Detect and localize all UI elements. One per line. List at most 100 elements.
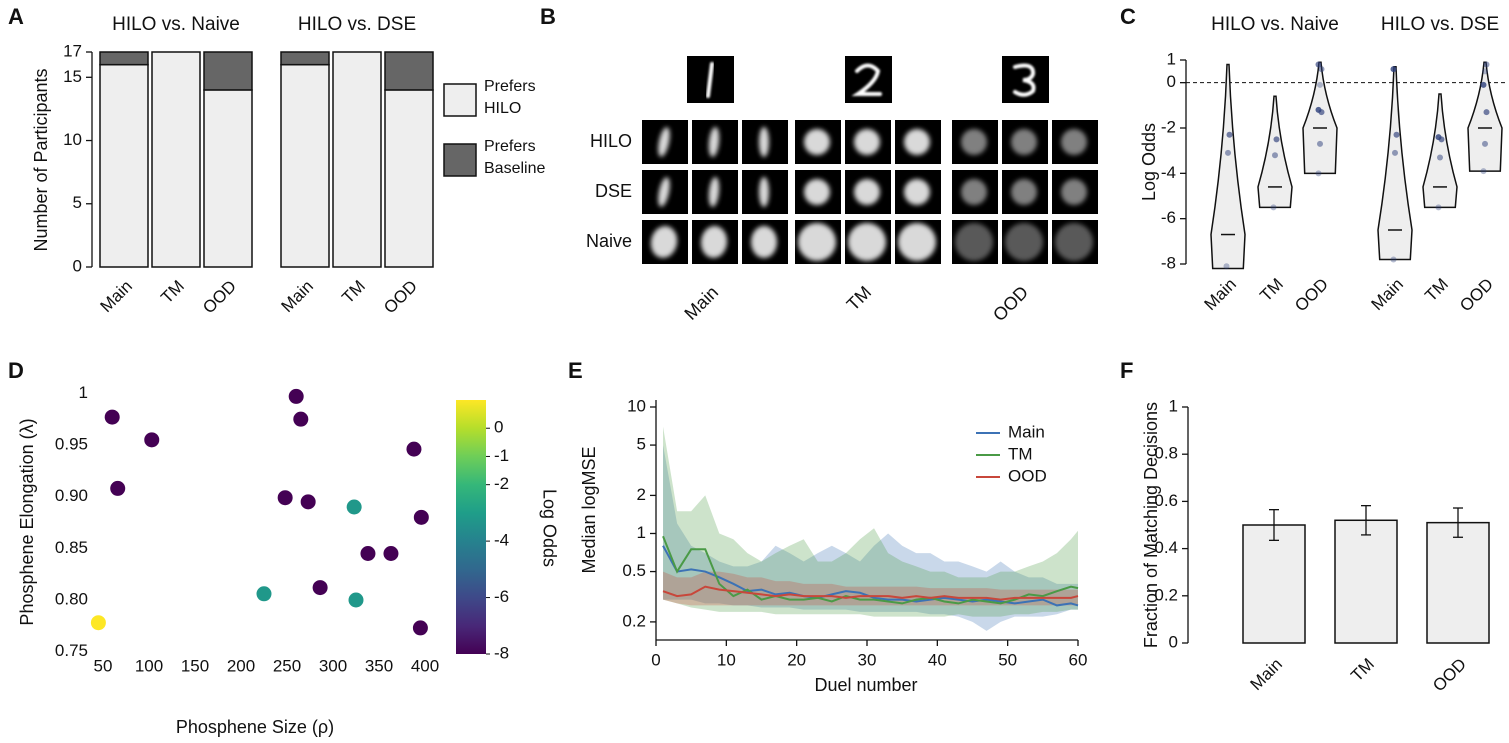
y-tick-label: -8	[1161, 253, 1176, 272]
x-tick-label: Main	[1201, 275, 1240, 314]
x-tick-label: 300	[319, 656, 347, 675]
scatter-point	[300, 494, 316, 510]
x-tick-label: Main	[278, 277, 317, 316]
column-label: OOD	[989, 282, 1032, 325]
violin-point	[1483, 109, 1490, 116]
y-tick-label: -4	[1161, 163, 1176, 182]
violin-point	[1435, 134, 1442, 141]
bar-segment	[99, 63, 149, 268]
percept-blob	[904, 179, 930, 205]
percept-blob	[751, 226, 777, 258]
scatter-point	[277, 490, 293, 506]
percept-blob	[1011, 179, 1037, 205]
x-tick-label: OOD	[1291, 275, 1332, 316]
x-tick-label: TM	[157, 277, 188, 308]
violin-point	[1315, 61, 1322, 68]
target-digit	[706, 62, 714, 98]
y-tick-label: -2	[1161, 117, 1176, 136]
violin-point	[1273, 136, 1280, 143]
y-tick-label: 1	[79, 383, 88, 402]
x-tick-label: 20	[787, 650, 806, 669]
x-tick-label: TM	[1256, 275, 1287, 306]
percept-blob	[848, 223, 886, 261]
scatter-point	[288, 388, 304, 404]
violin-point	[1483, 61, 1490, 68]
y-tick-label: 0.2	[622, 611, 646, 630]
violin-body	[1377, 66, 1413, 261]
legend-label-box: Prefers Baseline	[484, 138, 545, 177]
target-digit	[851, 63, 882, 96]
percept-blob	[1061, 129, 1087, 155]
bar-segment	[384, 89, 434, 268]
confidence-band	[663, 445, 1078, 631]
colorbar-tick-label: -4	[494, 531, 509, 550]
series-line	[662, 585, 1079, 601]
percept-blob	[854, 129, 880, 155]
panel-label: F	[1120, 358, 1133, 383]
y-tick-label: 0.80	[55, 589, 88, 608]
target-digit	[1013, 63, 1036, 97]
x-tick-label: OOD	[1429, 655, 1470, 696]
colorbar-tick-label: -8	[494, 643, 509, 662]
colorbar-label: Log Odds	[539, 489, 559, 567]
y-tick-label: 0	[1167, 72, 1176, 91]
scatter-point	[348, 592, 364, 608]
panel-label: B	[540, 4, 556, 29]
bar-segment	[280, 51, 330, 66]
violin-point	[1482, 140, 1488, 147]
violin-point	[1392, 149, 1398, 156]
scatter-point	[312, 580, 328, 596]
legend-label: Prefers HILO	[484, 78, 536, 117]
violin-point	[1272, 152, 1278, 159]
y-tick-label: 5	[73, 193, 82, 212]
x-tick-label: 400	[411, 656, 439, 675]
y-tick-label: 1	[1169, 396, 1178, 415]
violin-point	[1317, 81, 1323, 88]
legend-label-box: Prefers HILO	[484, 78, 536, 117]
row-label: Naive	[586, 231, 632, 251]
percept-blob	[854, 179, 880, 205]
bar	[1334, 519, 1398, 644]
x-tick-label: 200	[227, 656, 255, 675]
y-axis-label: Fraction of Matching Decisions	[1141, 402, 1161, 648]
violin-point	[1390, 66, 1397, 73]
scatter-point	[413, 509, 429, 525]
scatter-point	[90, 615, 106, 631]
x-tick-label: Main	[97, 277, 136, 316]
colorbar	[456, 400, 486, 654]
bar-segment	[203, 51, 253, 91]
percept-blob	[1005, 223, 1043, 261]
x-tick-label: 50	[998, 650, 1017, 669]
percept-blob	[658, 127, 670, 157]
group-title: HILO vs. DSE	[298, 14, 416, 35]
violin-point	[1270, 204, 1277, 211]
x-tick-label: OOD	[1456, 275, 1497, 316]
scatter-point	[383, 546, 399, 561]
violin-point	[1225, 149, 1231, 156]
series-line	[662, 535, 1079, 605]
x-tick-label: 100	[135, 656, 163, 675]
percept-blob	[961, 129, 987, 155]
percept-blob	[1011, 129, 1037, 155]
legend-swatch	[443, 143, 477, 177]
y-tick-label: 0.4	[1154, 538, 1178, 557]
percept-blob	[658, 177, 670, 207]
violin-point	[1318, 66, 1325, 73]
percept-blob	[961, 179, 987, 205]
x-tick-label: 150	[181, 656, 209, 675]
bar-segment	[99, 51, 149, 66]
violin-point	[1390, 256, 1397, 263]
violin-body	[1302, 61, 1338, 175]
percept-blob	[898, 223, 936, 261]
group-title: HILO vs. Naive	[1211, 14, 1339, 35]
legend-label: TM	[1008, 444, 1033, 463]
group-title: HILO vs. Naive	[112, 14, 240, 35]
y-tick-label: 0.5	[622, 561, 646, 580]
x-tick-label: TM	[1421, 275, 1452, 306]
percept-blob	[798, 223, 836, 261]
y-tick-label: 5	[637, 435, 646, 454]
scatter-point	[406, 441, 422, 457]
y-tick-label: -6	[1161, 208, 1176, 227]
percept-blob	[804, 179, 830, 205]
